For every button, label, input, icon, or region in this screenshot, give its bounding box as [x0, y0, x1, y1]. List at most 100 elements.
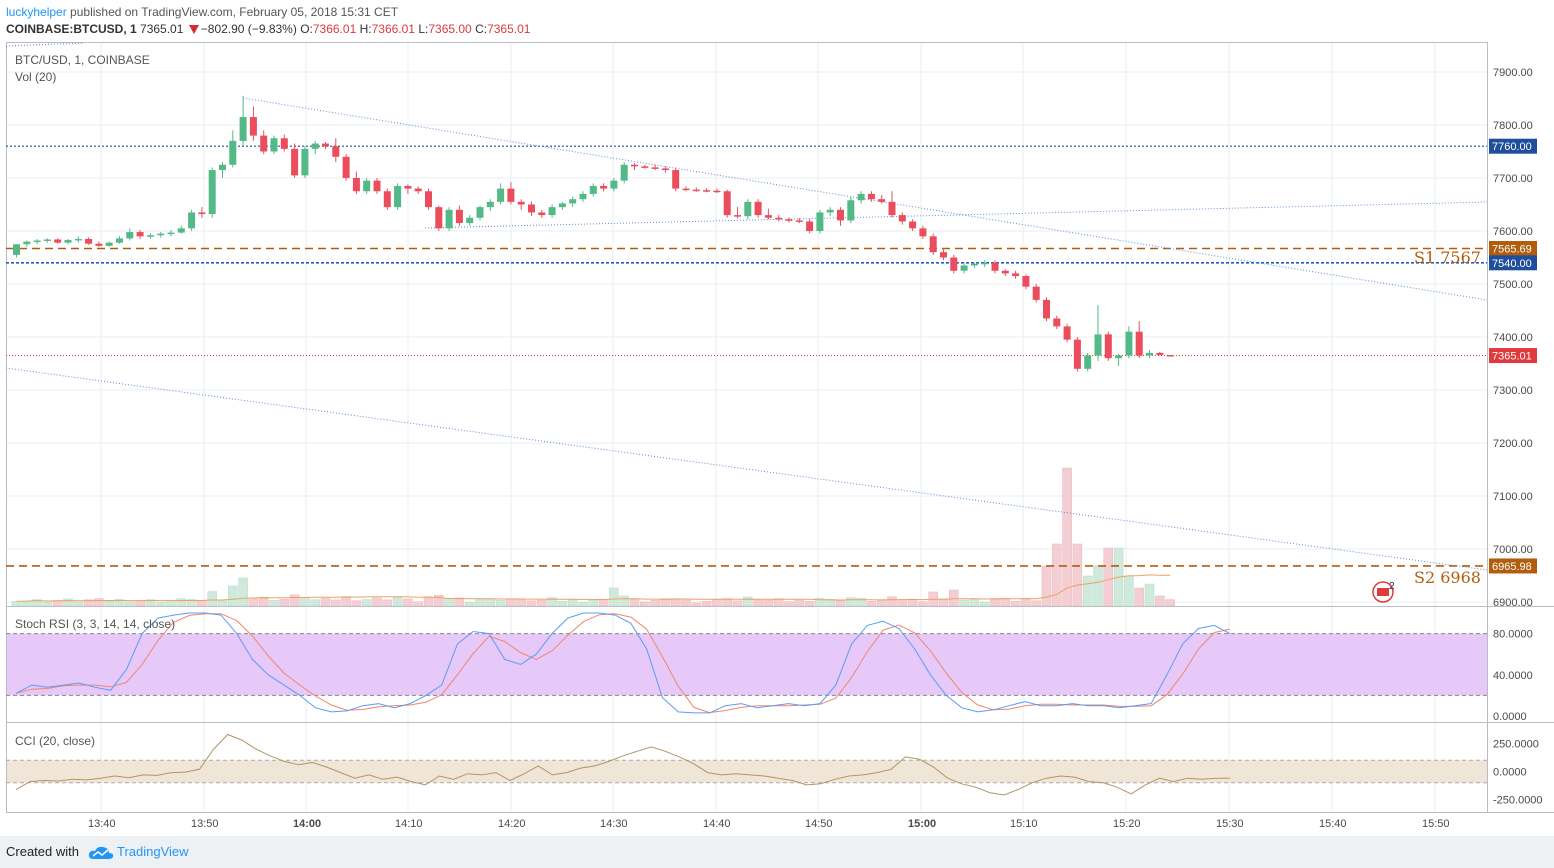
- candle-body: [754, 201, 762, 216]
- volume-bar: [176, 598, 187, 607]
- price-tag-s2: 6965.98: [1492, 561, 1532, 573]
- volume-bar: [495, 600, 506, 607]
- candle-body: [579, 193, 587, 200]
- candle-body: [775, 217, 783, 220]
- volume-bar: [83, 599, 94, 607]
- volume-bar: [94, 598, 104, 607]
- event-badge-count: 2: [1389, 581, 1395, 592]
- tradingview-link[interactable]: TradingView: [117, 844, 189, 859]
- price-tag-7540: 7540.00: [1492, 258, 1532, 270]
- candle-body: [1022, 276, 1030, 287]
- volume-bar: [485, 598, 496, 607]
- publish-line: luckyhelper published on TradingView.com…: [6, 5, 398, 19]
- event-flag-body: [1377, 588, 1389, 596]
- candle-body: [363, 180, 371, 192]
- candle-body: [270, 138, 278, 152]
- close-label: C:: [475, 22, 488, 36]
- volume-bar: [217, 600, 228, 607]
- volume-bar: [320, 598, 331, 607]
- candle-body: [373, 180, 381, 192]
- price-axis-tick-label: 7300.00: [1493, 385, 1533, 397]
- volume-bar: [959, 599, 969, 607]
- volume-bar: [125, 601, 135, 607]
- volume-bar: [423, 597, 434, 607]
- candle-body: [352, 178, 360, 192]
- candle-body: [909, 221, 917, 229]
- volume-bar: [640, 601, 650, 607]
- time-axis-tick-label: 13:40: [88, 818, 116, 830]
- footer: Created with TradingView: [0, 836, 1554, 868]
- candle-body: [435, 207, 443, 229]
- open-value: 7366.01: [312, 22, 357, 36]
- volume-bar: [969, 598, 980, 607]
- candle-body: [260, 135, 268, 152]
- close-value: 7365.01: [487, 22, 531, 36]
- chart-canvas[interactable]: 7900.00 7800.00 7700.00 7600.00 7500.00 7400.…: [0, 40, 1554, 836]
- candle-body: [723, 191, 731, 216]
- volume-bar: [104, 601, 114, 607]
- stoch-k-line: [15, 612, 1231, 714]
- price-axis-tick-label: 7700.00: [1493, 173, 1533, 185]
- volume-bar: [619, 595, 629, 607]
- candle-body: [1094, 334, 1102, 356]
- volume-bar: [660, 598, 671, 607]
- candle-body: [497, 188, 505, 202]
- volume-bar: [1021, 598, 1031, 607]
- candle-body: [878, 199, 886, 202]
- ohlc-line: COINBASE:BTCUSD, 1 7365.01 −802.90 (−9.8…: [6, 22, 530, 36]
- candle-body: [919, 228, 927, 237]
- candle-body: [950, 257, 958, 271]
- candle-body: [95, 243, 103, 246]
- candle-body: [960, 265, 968, 271]
- created-with-label: Created with: [6, 844, 79, 859]
- price-axis-tick-label: 7400.00: [1493, 332, 1533, 344]
- volume-bar: [1041, 565, 1052, 607]
- cci-axis-tick-label: -250.0000: [1493, 795, 1543, 807]
- volume-bar: [876, 599, 887, 607]
- main-pane-title: BTC/USD, 1, COINBASE: [15, 53, 150, 67]
- cci-axis-tick-label: 0.0000: [1493, 767, 1527, 779]
- price-change: −802.90 (−9.83%): [200, 22, 297, 36]
- candle-body: [332, 146, 340, 157]
- candle-body: [929, 236, 937, 253]
- candle-body: [157, 233, 165, 236]
- volume-bar: [835, 600, 846, 607]
- candle-body: [548, 207, 556, 216]
- volume-bar: [11, 600, 22, 607]
- candle-body: [672, 170, 680, 189]
- volume-bar: [228, 585, 238, 607]
- candle-body: [795, 220, 803, 222]
- candle-body: [13, 244, 20, 255]
- time-axis-tick-label: 15:00: [908, 818, 936, 830]
- price-tag-7760: 7760.00: [1492, 141, 1532, 153]
- candle-body: [1146, 352, 1153, 356]
- volume-bar: [351, 600, 362, 607]
- candle-body: [43, 239, 51, 241]
- candle-body: [301, 148, 309, 176]
- time-axis-tick-label: 14:40: [703, 818, 731, 830]
- candle-body: [1043, 299, 1050, 319]
- candle-body: [1073, 339, 1081, 369]
- candle-body: [466, 217, 474, 224]
- stoch-axis-tick-label: 0.0000: [1493, 711, 1527, 723]
- volume-bar: [32, 599, 42, 607]
- candle-body: [54, 239, 62, 243]
- volume-bar: [588, 599, 599, 607]
- price-axis-tick-label: 7800.00: [1493, 120, 1533, 132]
- candle-body: [136, 232, 144, 237]
- price-axis-tick-label: 7100.00: [1493, 491, 1533, 503]
- candle-body: [991, 262, 999, 271]
- volume-bar: [691, 602, 702, 607]
- author-link[interactable]: luckyhelper: [6, 5, 67, 19]
- s2-label: S2 6968: [1414, 568, 1481, 587]
- candle-body: [311, 143, 319, 149]
- low-value: 7365.00: [428, 22, 472, 36]
- time-axis-tick-label: 15:50: [1422, 818, 1450, 830]
- price-axis-tick-label: 7900.00: [1493, 67, 1533, 79]
- volume-bar: [145, 599, 156, 607]
- volume-pane-title: Vol (20): [15, 70, 56, 84]
- trend-line-lower: [5, 367, 1488, 571]
- volume-bar: [73, 601, 84, 607]
- volume-bar: [300, 597, 310, 607]
- down-arrow-icon: [188, 25, 199, 34]
